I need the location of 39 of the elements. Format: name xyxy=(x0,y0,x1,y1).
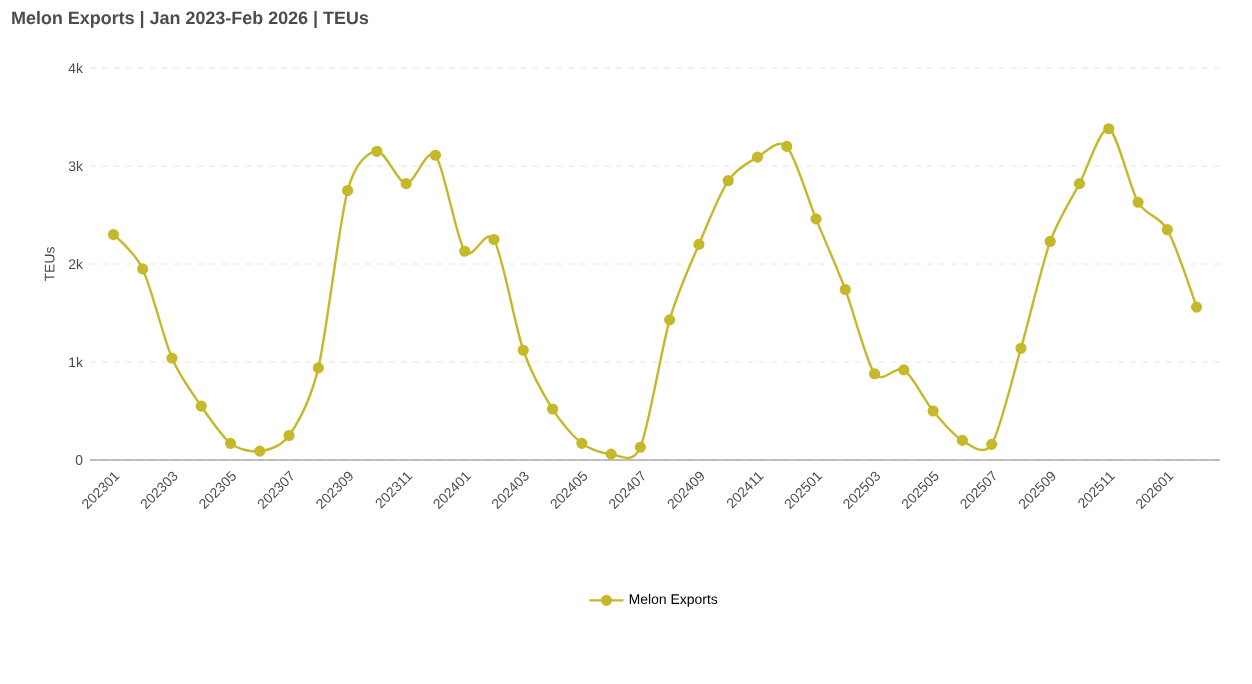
point xyxy=(605,448,617,460)
point xyxy=(400,178,412,190)
point xyxy=(488,233,500,246)
point xyxy=(1132,196,1144,208)
point xyxy=(224,437,237,449)
point xyxy=(927,405,939,417)
point xyxy=(1161,224,1173,236)
point xyxy=(868,368,881,380)
point xyxy=(986,438,998,450)
point xyxy=(107,229,119,241)
point xyxy=(956,434,968,446)
point xyxy=(664,314,676,326)
point xyxy=(1015,342,1027,354)
point xyxy=(810,213,822,225)
point xyxy=(166,352,178,364)
point xyxy=(283,429,295,442)
point xyxy=(634,441,646,453)
point xyxy=(254,445,266,457)
point xyxy=(312,362,324,374)
point xyxy=(693,238,705,250)
point xyxy=(722,175,734,187)
point xyxy=(371,145,383,157)
point xyxy=(137,263,149,275)
point xyxy=(546,403,559,415)
point xyxy=(1073,178,1086,190)
point xyxy=(1103,123,1115,135)
point xyxy=(781,140,793,152)
point xyxy=(1191,301,1203,313)
point xyxy=(517,344,529,356)
point xyxy=(898,364,910,376)
point xyxy=(576,437,588,449)
point xyxy=(429,149,442,161)
point xyxy=(342,184,354,197)
point xyxy=(751,151,764,163)
point xyxy=(839,283,851,296)
point xyxy=(1044,235,1056,248)
chart-title: Melon Exports | Jan 2023-Feb 2026 | TEUs xyxy=(12,11,369,29)
point xyxy=(195,400,207,412)
point xyxy=(459,245,471,257)
